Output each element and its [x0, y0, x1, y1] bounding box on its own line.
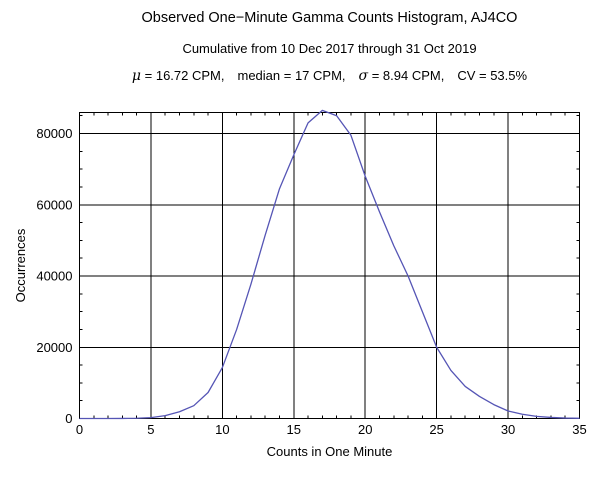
stat-sigma-value: = 8.94 CPM,	[368, 68, 445, 83]
chart-subtitle: Cumulative from 10 Dec 2017 through 31 O…	[182, 41, 477, 56]
y-tick-label: 80000	[36, 126, 72, 141]
x-tick-label: 35	[572, 422, 586, 437]
y-axis-title: Occurrences	[13, 228, 28, 302]
x-tick-label: 15	[287, 422, 301, 437]
y-tick-label: 60000	[36, 197, 72, 212]
x-tick-label: 30	[501, 422, 515, 437]
plot-frame	[79, 112, 580, 419]
y-tick-label: 0	[65, 411, 72, 426]
sigma-symbol: σ	[358, 68, 369, 84]
x-axis-title: Counts in One Minute	[267, 444, 393, 459]
x-tick-label: 20	[358, 422, 372, 437]
stat-mean-value: = 16.72 CPM,	[141, 68, 225, 83]
x-tick-label: 5	[147, 422, 154, 437]
x-tick-label: 0	[76, 422, 83, 437]
y-tick-label: 20000	[36, 340, 72, 355]
stat-sigma: σ = 8.94 CPM,	[359, 68, 445, 84]
x-tick-label: 25	[429, 422, 443, 437]
stat-median: median = 17 CPM,	[237, 68, 346, 83]
y-tick-label: 40000	[36, 269, 72, 284]
stat-cv: CV = 53.5%	[457, 68, 528, 83]
stat-mean: μ = 16.72 CPM,	[132, 68, 225, 84]
chart-title: Observed One−Minute Gamma Counts Histogr…	[141, 10, 518, 26]
chart-stats-line: μ = 16.72 CPM, median = 17 CPM, σ = 8.94…	[79, 68, 580, 84]
x-tick-label: 10	[215, 422, 229, 437]
mu-symbol: μ	[131, 68, 142, 84]
histogram-curve	[79, 109, 580, 420]
